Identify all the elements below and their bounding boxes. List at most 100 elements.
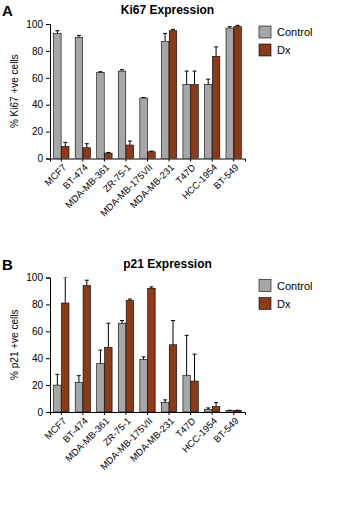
x-tick: HCC-1954: [180, 159, 220, 202]
y-axis: 0 20 40 60 80 100: [26, 272, 50, 418]
error-cap: [228, 410, 232, 411]
x-axis: MCF7BT-474MDA-MB-361ZR-75-1MDA-MB-175VII…: [42, 159, 245, 219]
x-tick-mark: [104, 412, 105, 415]
error-bar: [193, 354, 197, 381]
bar: [54, 385, 61, 412]
bar: [118, 71, 125, 158]
error-cap: [185, 71, 189, 72]
error-cap: [77, 35, 81, 36]
error-cap: [206, 79, 210, 80]
x-tick: HCC-1954: [180, 412, 220, 455]
bar: [62, 146, 69, 158]
bar: [169, 345, 176, 412]
error-cap: [171, 320, 175, 321]
error-bar: [55, 374, 59, 385]
error-stem: [65, 142, 66, 146]
error-stem: [216, 47, 217, 56]
x-tick-mark: [190, 412, 191, 415]
y-tick-mark: [46, 51, 50, 52]
error-cap: [185, 335, 189, 336]
error-cap: [228, 26, 232, 27]
error-bar: [214, 403, 218, 407]
error-stem: [194, 354, 195, 381]
error-cap: [85, 280, 89, 281]
y-tick-mark: [46, 412, 50, 413]
error-bar: [128, 299, 132, 300]
error-cap: [149, 151, 153, 152]
error-stem: [65, 278, 66, 304]
error-cap: [214, 46, 218, 47]
error-cap: [171, 29, 175, 30]
legend-label: Control: [277, 280, 312, 292]
error-cap: [193, 71, 197, 72]
error-bar: [142, 97, 146, 98]
error-bar: [120, 321, 124, 324]
y-tick-label: 80: [32, 46, 44, 57]
x-tick-mark: [147, 412, 148, 415]
x-axis-line: [51, 159, 246, 162]
error-cap: [63, 142, 67, 143]
y-tick-label: 40: [32, 353, 44, 364]
y-tick: 100: [26, 272, 50, 283]
x-tick: MDA-MB-231: [128, 159, 176, 211]
error-bar: [206, 79, 210, 84]
y-tick-label: 40: [32, 99, 44, 110]
error-bar: [63, 278, 67, 304]
error-bar: [55, 31, 59, 34]
x-tick: MDA-MB-231: [128, 412, 176, 464]
error-cap: [193, 354, 197, 355]
bar: [97, 72, 104, 158]
y-tick-mark: [46, 304, 50, 305]
bar: [169, 31, 176, 159]
error-stem: [129, 141, 130, 145]
legend-swatch: [259, 26, 271, 38]
x-tick-mark: [147, 159, 148, 162]
bar: [212, 407, 219, 412]
error-bar: [236, 410, 240, 411]
y-tick-label: 60: [32, 326, 44, 337]
bar: [191, 85, 198, 159]
y-tick-mark: [46, 78, 50, 79]
error-bar: [106, 152, 110, 154]
y-tick: 80: [32, 299, 50, 310]
error-bar: [193, 71, 197, 84]
bar: [118, 323, 125, 412]
error-stem: [86, 280, 87, 285]
bar: [75, 382, 82, 412]
figure: 0 20 40 60 80 100 MCF7BT-474MDA-MB-361ZR-75-1M…: [0, 0, 350, 507]
error-bar: [214, 47, 218, 56]
x-tick-mark: [82, 412, 83, 415]
error-bar: [149, 151, 153, 153]
error-bar: [185, 335, 189, 375]
error-stem: [186, 71, 187, 84]
error-cap: [120, 320, 124, 321]
x-tick-mark: [212, 159, 213, 162]
error-bar: [236, 25, 240, 26]
y-axis-title: % p21 +ve cells: [9, 310, 20, 380]
y-tick: 0: [37, 407, 50, 418]
error-cap: [55, 30, 59, 31]
x-tick-mark: [212, 412, 213, 415]
error-cap: [236, 25, 240, 26]
bar: [83, 148, 90, 159]
error-bar: [206, 408, 210, 409]
legend-item: Dx: [259, 44, 291, 56]
x-tick-mark: [61, 412, 62, 415]
error-cap: [206, 407, 210, 408]
y-tick: 0: [37, 153, 50, 164]
panel: 020406080100MCF7BT-474MDA-MB-361ZR-75-1M…: [2, 2, 312, 218]
y-tick: 80: [32, 46, 50, 57]
legend-item: Dx: [259, 298, 291, 310]
error-cap: [214, 402, 218, 403]
bar: [126, 145, 133, 158]
panel: 020406080100MCF7BT-474MDA-MB-361ZR-75-1M…: [2, 256, 312, 472]
y-tick: 20: [32, 380, 50, 391]
legend-item: Control: [259, 280, 312, 292]
bar: [126, 300, 133, 412]
error-stem: [194, 71, 195, 84]
panel-label: B: [2, 256, 13, 273]
x-tick-mark: [82, 159, 83, 162]
bar: [191, 381, 198, 412]
legend-swatch: [259, 298, 271, 310]
error-bar: [149, 287, 153, 288]
